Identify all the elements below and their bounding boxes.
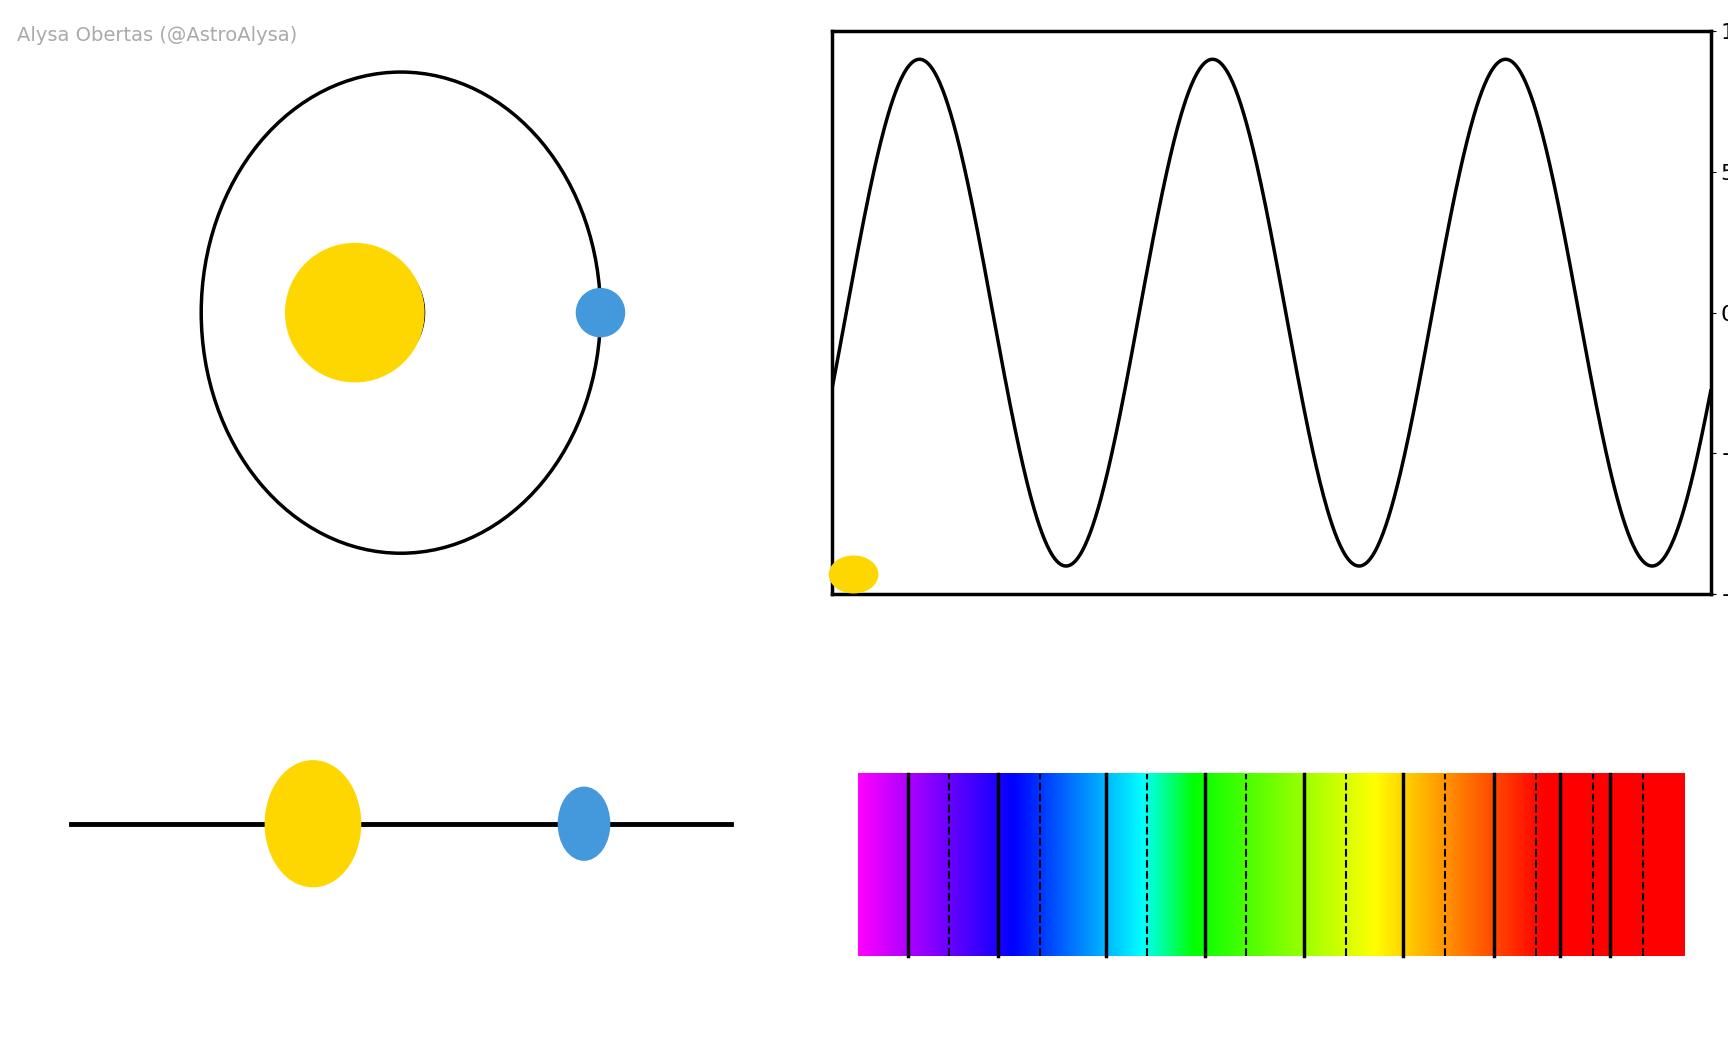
Ellipse shape	[266, 761, 361, 887]
Ellipse shape	[829, 556, 878, 593]
Ellipse shape	[558, 787, 610, 860]
Circle shape	[577, 288, 624, 337]
Circle shape	[285, 244, 423, 382]
Text: Alysa Obertas (@AstroAlysa): Alysa Obertas (@AstroAlysa)	[17, 26, 297, 45]
